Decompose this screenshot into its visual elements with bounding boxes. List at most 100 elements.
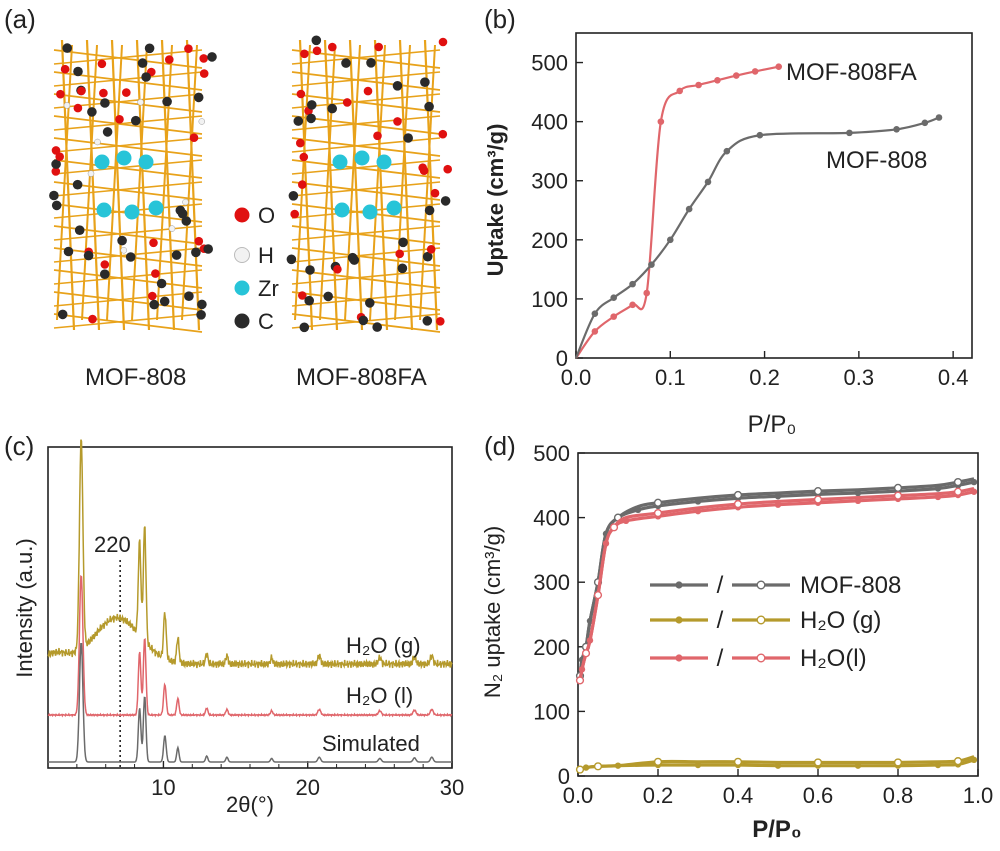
carbon-atom <box>49 190 59 201</box>
desorption-point <box>653 498 663 507</box>
bond <box>291 269 441 289</box>
legend-marker-filled <box>675 616 683 624</box>
oxygen-atom <box>199 54 208 63</box>
carbon-atom <box>358 315 369 326</box>
oxygen-atom <box>363 86 373 96</box>
carbon-atom <box>424 101 434 112</box>
bond <box>291 269 441 285</box>
desorption-point <box>593 762 603 771</box>
bond <box>53 313 203 333</box>
carbon-atom <box>203 244 213 254</box>
data-point <box>921 119 929 127</box>
carbon-atom <box>420 77 430 87</box>
zirconium-atom <box>376 154 392 170</box>
oxygen-atom <box>56 89 65 99</box>
carbon-atom <box>304 295 315 306</box>
desorption-point <box>953 757 963 766</box>
carbon-atom <box>159 296 170 307</box>
trace-label-simulated: Simulated <box>322 731 420 756</box>
panel-b: (b) 0.0 0.1 0.2 0.3 0.4 0 100 200 300 400 500 P/P₀… <box>483 4 973 438</box>
chart-b-ytick-label: 0 <box>556 346 568 371</box>
data-point <box>685 205 693 213</box>
chart-d-legend: / MOF-808 / H₂O (g) / H₂O(l) <box>650 572 901 672</box>
carbon-atom <box>323 291 334 302</box>
chart-d-ytick-label: 100 <box>533 699 570 724</box>
carbon-atom <box>207 52 217 62</box>
chart-c-xtick-label: 20 <box>295 775 319 800</box>
chart-d-xtick-label: 1.0 <box>963 783 994 808</box>
oxygen-atom <box>199 69 209 78</box>
desorption-point <box>813 487 823 496</box>
carbon-atom <box>51 159 61 169</box>
bond <box>53 225 203 241</box>
series-line <box>575 65 779 359</box>
bond <box>291 181 441 197</box>
carbon-atom <box>403 133 414 143</box>
adsorption-point <box>694 498 702 505</box>
legend-entry-label: H₂O (g) <box>800 607 881 634</box>
zirconium-atom <box>354 150 370 166</box>
bond <box>291 115 441 131</box>
adsorption-point <box>578 666 586 673</box>
desorption-point <box>733 490 743 500</box>
carbon-atom <box>392 81 403 91</box>
data-point <box>714 76 721 84</box>
oxygen-atom <box>418 163 428 172</box>
mof-808fa-structure <box>286 35 453 333</box>
oxygen-atom <box>194 236 204 246</box>
oxygen-atom <box>426 245 436 254</box>
bond <box>85 39 101 331</box>
oxygen-atom <box>374 42 384 52</box>
panel-d-label: (d) <box>484 431 516 461</box>
oxygen-atom <box>328 42 337 52</box>
oxygen-atom <box>148 291 157 301</box>
legend-atom-marker <box>234 247 250 263</box>
hydrogen-atom <box>94 138 101 146</box>
chart-d-ylabel: N₂ uptake (cm³/g) <box>480 526 505 698</box>
chart-b: 0.0 0.1 0.2 0.3 0.4 0 100 200 300 400 500 <box>531 32 973 390</box>
oxygen-atom <box>77 86 86 96</box>
hydrogen-atom <box>182 198 189 206</box>
carbon-atom <box>62 43 72 53</box>
data-point <box>666 236 674 244</box>
carbon-atom <box>398 237 408 248</box>
panel-a: (a) OH Zr C MOF-808 MOF-808FA <box>4 4 453 391</box>
data-point <box>610 313 618 320</box>
bond <box>291 93 441 113</box>
chart-d-ytick-label: 500 <box>533 441 570 466</box>
data-point <box>591 328 599 335</box>
bond <box>291 71 441 91</box>
oxygen-atom <box>115 115 124 124</box>
structure-right-caption: MOF-808FA <box>296 364 427 391</box>
carbon-atom <box>307 100 317 110</box>
data-point <box>648 261 655 268</box>
carbon-atom <box>177 208 188 219</box>
carbon-atom <box>149 299 159 310</box>
adsorption-point <box>622 517 630 525</box>
adsorption-point <box>586 637 594 644</box>
bond <box>53 269 203 285</box>
carbon-atom <box>288 191 299 201</box>
desorption-point <box>813 495 823 504</box>
bond <box>291 93 441 109</box>
desorption-point <box>593 591 603 600</box>
oxygen-atom <box>88 314 97 324</box>
legend-atom-symbol: Zr <box>258 276 279 301</box>
chart-b-xtick-label: 0.1 <box>655 365 686 390</box>
carbon-atom <box>181 216 192 226</box>
carbon-atom <box>196 310 206 320</box>
trace-label-h2o-g: H₂O (g) <box>346 633 421 658</box>
chart-b-ytick-label: 100 <box>531 287 568 312</box>
carbon-atom <box>144 43 155 54</box>
oxygen-atom <box>342 98 352 107</box>
bond <box>53 115 203 135</box>
desorption-point <box>733 499 743 509</box>
desorption-point <box>733 757 743 766</box>
zirconium-atom <box>94 154 110 170</box>
carbon-atom <box>440 196 451 206</box>
carbon-atom <box>131 115 141 126</box>
bond <box>348 39 364 331</box>
carbon-atom <box>100 98 110 108</box>
bond <box>291 71 441 87</box>
